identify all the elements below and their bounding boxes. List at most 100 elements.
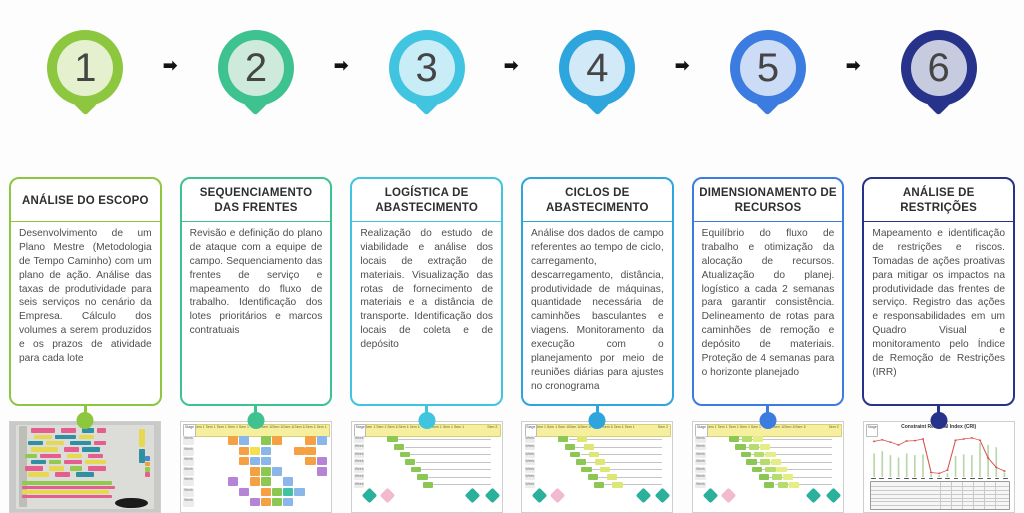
milestone-diamond-icon xyxy=(655,488,671,504)
step-1-title: ANÁLISE DO ESCOPO xyxy=(11,179,160,222)
sticky-note-block xyxy=(64,447,80,452)
board-header-label: Sem 184 xyxy=(580,424,591,429)
takt-cell xyxy=(305,456,316,466)
cri-table-col-line xyxy=(972,482,974,510)
takt-cell xyxy=(272,487,283,497)
step-3-thumbnail: Sem 176Sem 178Sem 180Sem 182Sem 184 Sem 1… xyxy=(350,412,503,513)
sticky-note-block xyxy=(31,459,47,465)
arrow-right-icon: ➡ xyxy=(675,56,690,75)
takt-cell xyxy=(606,474,618,480)
board-week-cell: Week xyxy=(695,443,706,451)
sticky-note-block xyxy=(85,459,107,465)
board-header-label: Sem 177 xyxy=(205,424,217,429)
takt-line xyxy=(410,454,492,456)
takt-cell xyxy=(261,487,272,497)
board-stage-cell: Stage xyxy=(353,423,367,437)
board-week-cell: Week xyxy=(353,443,365,451)
takt-cell xyxy=(283,487,294,497)
cri-x-tick xyxy=(961,477,967,479)
board-header-label xyxy=(636,425,647,434)
takt-cell xyxy=(735,443,746,450)
board-header-label: Sem 180 xyxy=(238,424,250,429)
cri-x-tick xyxy=(994,477,1000,479)
sticky-note-block xyxy=(82,447,101,452)
takt-cell xyxy=(765,466,776,473)
board-week-cell: Week xyxy=(353,474,365,481)
board-header-label: Sem 180 xyxy=(728,424,740,429)
takt-line xyxy=(774,484,833,486)
sticky-note-block xyxy=(34,434,53,440)
board-stage-cell: Stage xyxy=(695,423,708,437)
takt-cell xyxy=(570,451,581,458)
sticky-note-block xyxy=(22,494,113,499)
takt-line xyxy=(580,454,662,456)
takt-line xyxy=(397,439,492,441)
board-header-label xyxy=(465,425,476,434)
takt-cell xyxy=(294,446,305,456)
step-2-card: SEQUENCIAMENTO DAS FRENTES Revisão e def… xyxy=(179,177,333,406)
takt-cell xyxy=(758,474,769,480)
takt-cell xyxy=(759,459,770,465)
step-4-card: CICLOS DE ABASTECIMENTO Análise dos dado… xyxy=(521,177,674,406)
board-header-label: Sem 176 xyxy=(194,424,205,429)
milestone-diamond-icon xyxy=(720,488,737,504)
board-header-label: Sem 218 xyxy=(657,424,669,429)
cri-table-col-line xyxy=(994,482,996,510)
takt-cell xyxy=(272,436,283,445)
milestone-diamond-icon xyxy=(464,488,481,504)
board-week-cell: Week xyxy=(695,436,706,443)
board-header-label xyxy=(647,425,658,434)
cri-x-tick xyxy=(953,477,959,479)
takt-line xyxy=(598,476,662,478)
board-header-label: Sem 186 xyxy=(305,424,316,429)
cri-table-col-line xyxy=(950,482,952,510)
board-week-cell: Week xyxy=(183,456,194,466)
board-week-cell: Week xyxy=(524,443,536,451)
takt-line xyxy=(404,446,492,448)
cri-x-tick xyxy=(895,477,901,479)
step-5-title: DIMENSIONAMENTO DE RECURSOS xyxy=(693,179,843,222)
step-marker-area: 6 xyxy=(862,30,1015,177)
takt-cell xyxy=(399,451,410,458)
takt-cell xyxy=(788,481,799,488)
takt-cell xyxy=(759,443,770,450)
sticky-note-block xyxy=(22,485,116,490)
board-header-label xyxy=(476,425,487,434)
board-header-label: Sem 178 xyxy=(216,424,228,429)
board-header-label: Sem 188 xyxy=(602,424,613,429)
sticky-note-block xyxy=(76,472,95,477)
takt-cell xyxy=(581,466,592,473)
step-column-5: 5 DIMENSIONAMENTO DE RECURSOS Equilíbrio… xyxy=(683,0,854,513)
sticky-note-block xyxy=(139,429,146,448)
takt-cell xyxy=(576,436,588,443)
board-header-label: Sem 192 xyxy=(453,424,465,429)
step-6-thumbnail: Constraint Removal Index (CRI)Stage xyxy=(862,412,1015,513)
takt-cell xyxy=(294,487,305,497)
takt-line xyxy=(745,446,833,448)
step-6-card: ANÁLISE DE RESTRIÇÕES Mapeamento e ident… xyxy=(862,177,1015,406)
board-header-label: Sem 192 xyxy=(624,424,636,429)
cri-x-tick xyxy=(1003,477,1008,479)
takt-cell xyxy=(740,451,752,458)
board-header-label: Sem 188 xyxy=(431,424,443,429)
board-header-label: Sem 187 xyxy=(316,424,328,429)
sticky-note-block xyxy=(70,466,83,471)
step-6-description: Mapeamento e identificação de restrições… xyxy=(872,228,1005,378)
sticky-note-block xyxy=(49,466,65,471)
step-3-connector-dot xyxy=(418,412,436,429)
board-week-cell: Week xyxy=(183,477,194,487)
takt-cell xyxy=(742,436,753,443)
board-header-label: Sem 192 xyxy=(795,424,806,429)
sticky-note-block xyxy=(145,472,150,477)
takt-cell xyxy=(272,497,283,507)
sticky-note-block xyxy=(139,449,146,464)
step-1-description: Desenvolvimento de um Plano Mestre (Meto… xyxy=(19,228,152,364)
takt-cell xyxy=(261,446,272,456)
step-marker-area: 1 xyxy=(9,30,162,177)
takt-cell xyxy=(283,497,294,507)
cri-chart-svg xyxy=(872,436,1007,478)
sticky-note-block xyxy=(88,466,107,471)
milestone-diamond-icon xyxy=(635,488,652,504)
